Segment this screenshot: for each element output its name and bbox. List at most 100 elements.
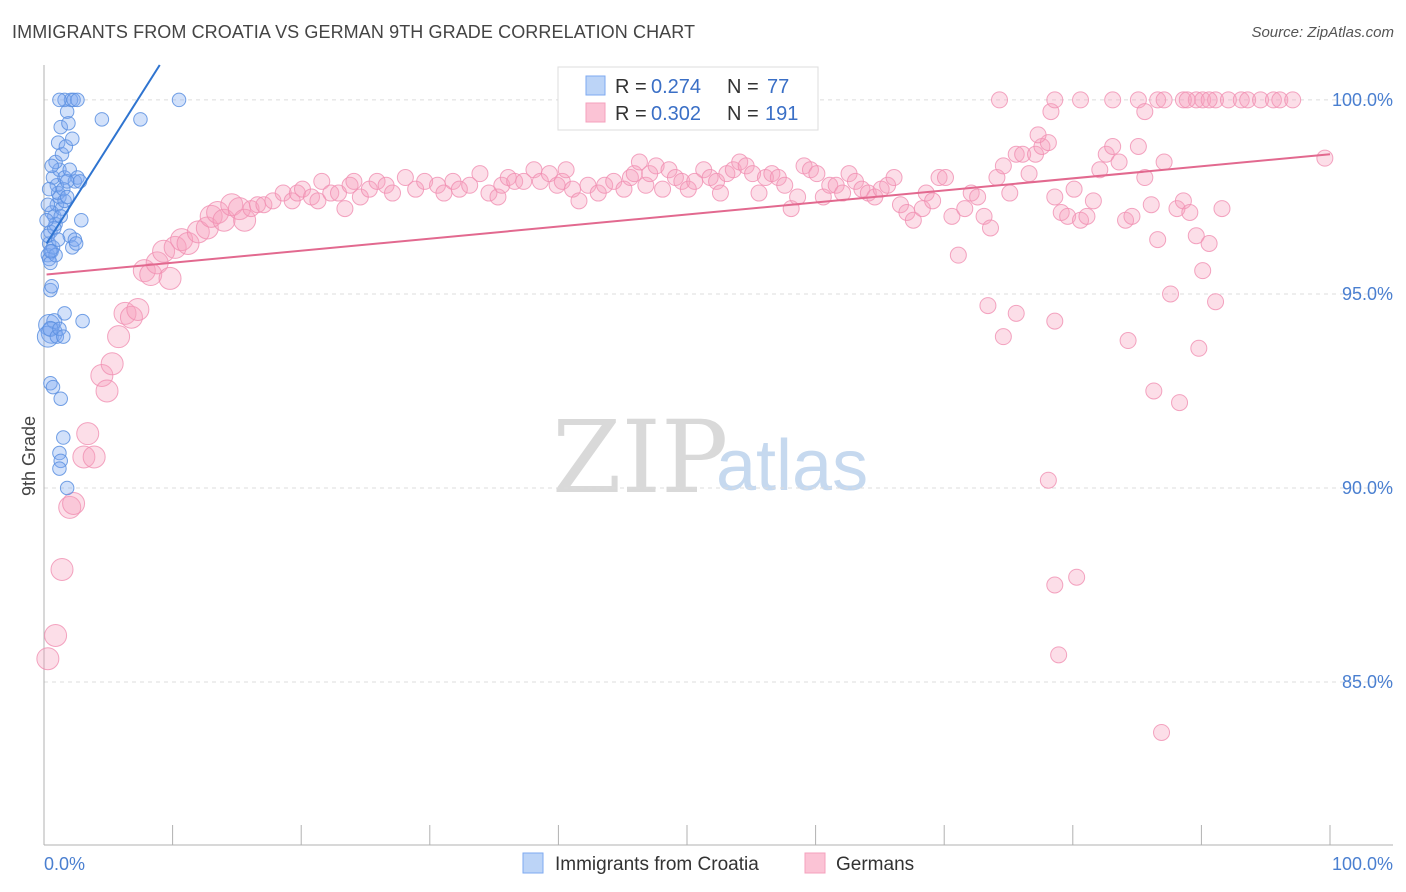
data-point-germans [82,445,106,469]
data-point-germans [1046,91,1064,109]
data-point-croatia [59,174,75,189]
data-point-germans [904,211,922,229]
data-point-germans [1200,91,1218,109]
data-point-germans [1039,471,1057,489]
data-point-germans [1136,103,1154,121]
data-point-germans [1153,723,1171,741]
data-point-germans [979,297,997,315]
data-point-germans [90,363,114,387]
data-point-germans [176,232,200,256]
data-point-germans [100,352,124,376]
data-point-germans [1014,145,1032,163]
data-point-croatia [59,189,75,205]
data-point-germans [345,172,363,190]
data-point-croatia [43,255,58,271]
data-point-germans [808,165,826,183]
watermark-atlas: atlas [716,426,868,506]
y-tick-label: 85.0% [1342,672,1393,692]
data-point-germans [1181,203,1199,221]
data-point-germans [750,184,768,202]
chart-source: Source: ZipAtlas.com [1251,24,1394,41]
data-point-germans [72,445,96,469]
data-point-germans [1171,394,1189,412]
data-point-croatia [40,197,56,212]
legend-n-label-croatia: N = [727,76,759,98]
legend-r-label-germans: R = [615,103,647,125]
data-point-germans [1271,91,1289,109]
data-point-germans [1239,91,1257,109]
data-point-croatia [45,240,61,255]
data-point-croatia [59,480,75,496]
data-point-croatia [44,278,59,294]
data-point-croatia [94,112,110,127]
legend-n-croatia: 77 [767,76,789,98]
data-point-croatia [46,313,63,330]
data-point-germans [95,379,119,403]
bottom-legend-germans: Germans [836,854,914,875]
data-point-germans [384,184,402,202]
data-point-germans [1104,137,1122,155]
data-point-germans [450,180,468,198]
legend-swatch-germans [585,102,606,123]
data-point-germans [949,246,967,264]
data-point-germans [994,328,1012,346]
data-point-germans [461,176,479,194]
trend-line-croatia [45,64,161,245]
legend-n-germans: 191 [765,103,798,125]
y-tick-label: 90.0% [1342,478,1393,498]
data-point-germans [62,492,86,516]
data-point-germans [1046,576,1064,594]
data-point-germans [471,165,489,183]
data-point-germans [233,208,257,232]
trend-line-germans [46,153,1331,276]
data-point-germans [1091,161,1109,179]
data-point-croatia [50,232,66,247]
data-point-croatia [65,131,80,146]
data-point-germans [1219,91,1237,109]
data-point-germans [1020,165,1038,183]
data-point-germans [1190,339,1208,357]
data-point-croatia [65,240,80,255]
data-point-germans [1149,91,1167,109]
data-point-croatia [70,92,85,108]
chart-title: IMMIGRANTS FROM CROATIA VS GERMAN 9TH GR… [12,22,696,42]
data-point-croatia [53,209,68,224]
data-point-croatia [57,306,72,321]
data-point-germans [50,557,74,581]
y-tick-label: 100.0% [1332,90,1393,110]
data-point-croatia [54,147,70,162]
data-point-germans [744,165,762,183]
data-point-germans [1046,312,1064,330]
watermark: ZIP atlas [552,399,868,516]
data-point-germans [924,192,942,210]
data-point-germans [1065,180,1083,198]
data-point-germans [1068,568,1086,586]
data-point-croatia [74,212,89,228]
data-point-germans [596,176,614,194]
data-point-germans [711,184,729,202]
data-point-germans [1200,235,1218,253]
data-point-germans [119,305,143,329]
data-point-germans [1207,293,1225,311]
data-point-germans [36,647,60,671]
data-point-germans [1187,91,1205,109]
data-point-germans [255,196,273,214]
data-point-germans [1084,192,1102,210]
legend-n-label-germans: N = [727,103,759,125]
data-point-germans [1316,149,1334,167]
data-point-germans [1059,207,1077,225]
data-point-germans [630,153,648,171]
tick-labels: 85.0% 90.0% 95.0% 100.0% 0.0% 100.0% [44,90,1393,874]
data-point-germans [570,192,588,210]
data-point-germans [1155,91,1173,109]
bottom-legend-swatch-croatia [522,852,544,874]
data-point-germans [647,157,665,175]
data-point-germans [1232,91,1250,109]
data-point-germans [44,623,68,647]
data-point-germans [943,207,961,225]
data-point-germans [956,200,974,218]
data-point-croatia [75,313,90,329]
data-point-germans [1029,126,1047,144]
data-point-germans [1187,227,1205,245]
data-point-germans [309,192,327,210]
